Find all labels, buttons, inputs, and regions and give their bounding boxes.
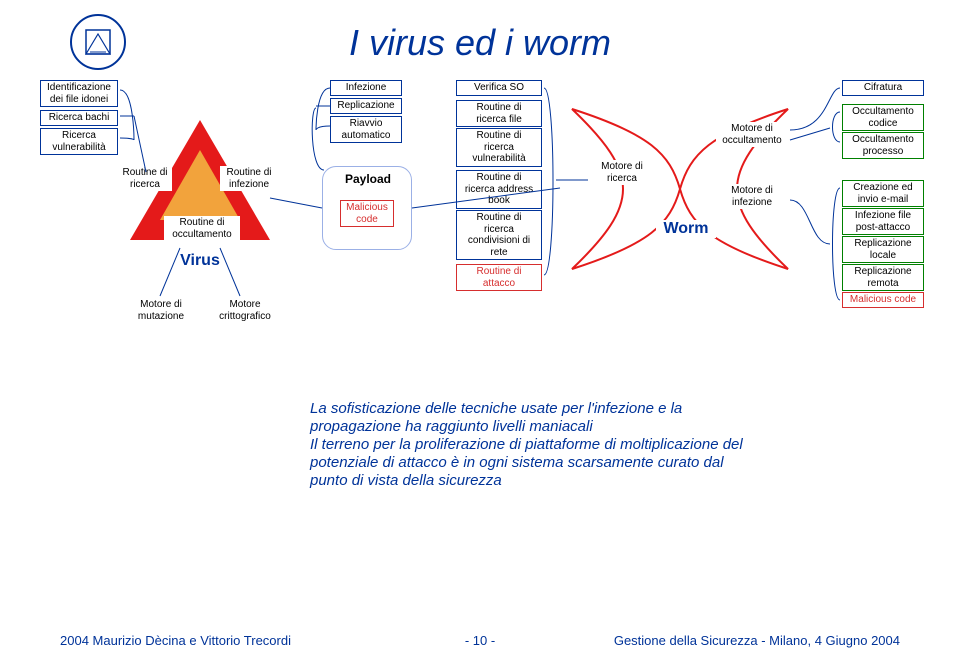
right-g2-1: Infezione filepost-attacco <box>842 208 924 235</box>
right-g1-1: Occultamentoprocesso <box>842 132 924 159</box>
payload-inner: Maliciouscode <box>340 200 394 227</box>
center-tag-0: Verifica SO <box>456 80 542 96</box>
center-tag-5: Routine diattacco <box>456 264 542 291</box>
virus-left-tag-2: Ricercavulnerabilità <box>40 128 118 155</box>
diagram: Identificazionedei file idonei Ricerca b… <box>40 80 920 360</box>
right-g2-2: Replicazionelocale <box>842 236 924 263</box>
body-text: La sofisticazione delle tecniche usate p… <box>310 400 760 490</box>
virus-tri-right: Routine diinfezione <box>220 166 278 191</box>
right-g2-0: Creazione edinvio e-mail <box>842 180 924 207</box>
worm-right-bottom: Motore diinfezione <box>716 184 788 209</box>
center-tag-2: Routine diricercavulnerabilità <box>456 128 542 167</box>
center-tag-4: Routine diricercacondivisioni direte <box>456 210 542 260</box>
virus-bottom-left: Motore dimutazione <box>128 298 194 323</box>
virus-label: Virus <box>170 252 230 270</box>
payload-top-0: Infezione <box>330 80 402 96</box>
worm-right-top: Motore dioccultamento <box>716 122 788 147</box>
right-g2-3: Replicazioneremota <box>842 264 924 291</box>
page-title: I virus ed i worm <box>0 22 960 64</box>
virus-tri-bottom: Routine dioccultamento <box>164 216 240 241</box>
center-tag-1: Routine diricerca file <box>456 100 542 127</box>
worm-left: Motore diricerca <box>592 160 652 185</box>
body-text-content: La sofisticazione delle tecniche usate p… <box>310 400 743 489</box>
footer-right: Gestione della Sicurezza - Milano, 4 Giu… <box>614 633 900 648</box>
right-top: Cifratura <box>842 80 924 96</box>
right-g2-4: Malicious code <box>842 292 924 308</box>
virus-left-tag-1: Ricerca bachi <box>40 110 118 126</box>
worm-label: Worm <box>656 220 716 238</box>
payload-top-2: Riavvioautomatico <box>330 116 402 143</box>
center-tag-3: Routine diricerca addressbook <box>456 170 542 209</box>
virus-tri-left: Routine diricerca <box>118 166 172 191</box>
virus-left-tag-0: Identificazionedei file idonei <box>40 80 118 107</box>
right-g1-0: Occultamentocodice <box>842 104 924 131</box>
payload-label: Payload <box>338 172 398 188</box>
payload-top-1: Replicazione <box>330 98 402 114</box>
virus-bottom-right: Motorecrittografico <box>210 298 280 323</box>
